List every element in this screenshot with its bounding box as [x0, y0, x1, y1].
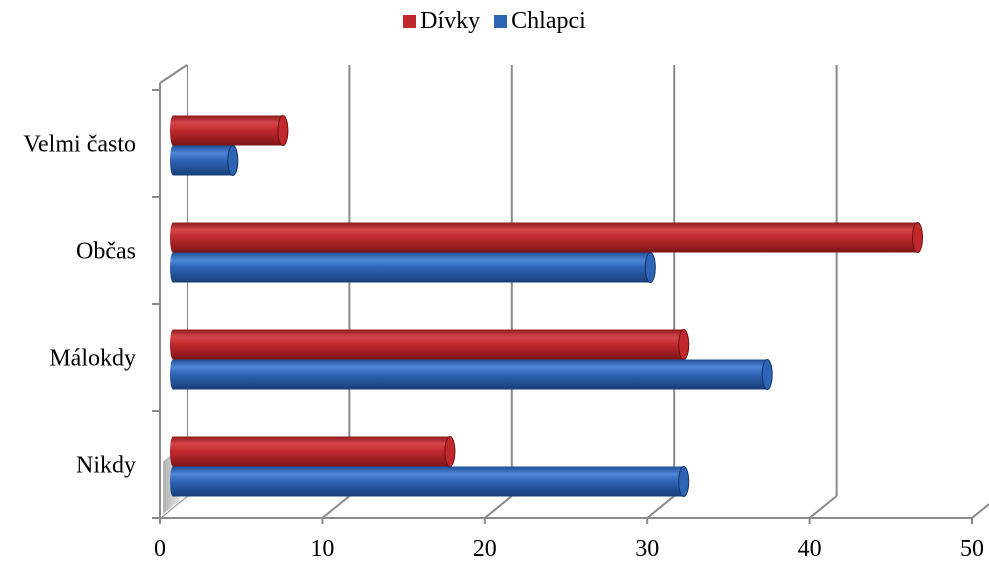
x-tick-label-3: 30: [635, 536, 659, 561]
bar-body: [170, 222, 923, 253]
bar-cap: [678, 466, 690, 497]
left-wall: [160, 65, 187, 518]
bar-chlapci-3: [170, 466, 690, 497]
bar-body: [170, 466, 689, 497]
legend-swatch-chlapci: [494, 15, 508, 28]
bar-chlapci-2: [170, 359, 773, 390]
bar-cap: [227, 145, 239, 176]
bar-body: [170, 145, 238, 176]
gridline-depth-1: [321, 495, 351, 519]
bar-body: [170, 115, 288, 146]
gridline-depth-3: [646, 495, 675, 519]
bar-body: [170, 436, 455, 467]
bar-cap: [277, 115, 289, 146]
category-label-2: Málokdy: [49, 346, 136, 372]
bar-divky-2: [170, 329, 690, 360]
bar-chlapci-0: [170, 145, 239, 176]
x-tick-label-1: 10: [310, 536, 334, 561]
y-axis-top-depth: [159, 64, 188, 84]
bar-cap: [444, 436, 456, 467]
legend-label-chlapci: Chlapci: [511, 8, 586, 34]
x-tick-label-4: 40: [798, 536, 822, 561]
bar-body: [170, 329, 689, 360]
bars-layer: [170, 115, 923, 497]
bar-cap: [678, 329, 690, 360]
category-label-1: Občas: [76, 239, 136, 265]
category-label-0: Velmi často: [23, 132, 136, 158]
bar-chlapci-1: [170, 252, 656, 283]
x-tick-label-5: 50: [960, 536, 984, 561]
legend-swatch-divky: [403, 15, 417, 28]
bar-cap: [912, 222, 923, 253]
bar-divky-0: [170, 115, 289, 146]
bar-cap: [644, 252, 656, 283]
bar-cap: [761, 359, 773, 390]
legend: Dívky Chlapci: [0, 8, 989, 35]
x-tick-label-0: 0: [154, 536, 166, 561]
legend-item-divky: Dívky: [403, 8, 480, 35]
legend-label-divky: Dívky: [420, 8, 481, 34]
gridline-depth-5: [971, 502, 989, 519]
bar-body: [170, 252, 656, 283]
x-tick-label-2: 20: [473, 536, 497, 561]
labels-layer: 0 10 20 30 40 50 Velmi často Občas Málokdy Nikdy: [23, 132, 984, 561]
bar-body: [170, 359, 773, 390]
gridline-depth-4: [808, 495, 838, 519]
category-label-3: Nikdy: [76, 453, 136, 479]
bar-divky-3: [170, 436, 456, 467]
gridline-depth-2: [484, 495, 513, 519]
bar-divky-1: [170, 222, 923, 253]
legend-item-chlapci: Chlapci: [494, 8, 586, 35]
